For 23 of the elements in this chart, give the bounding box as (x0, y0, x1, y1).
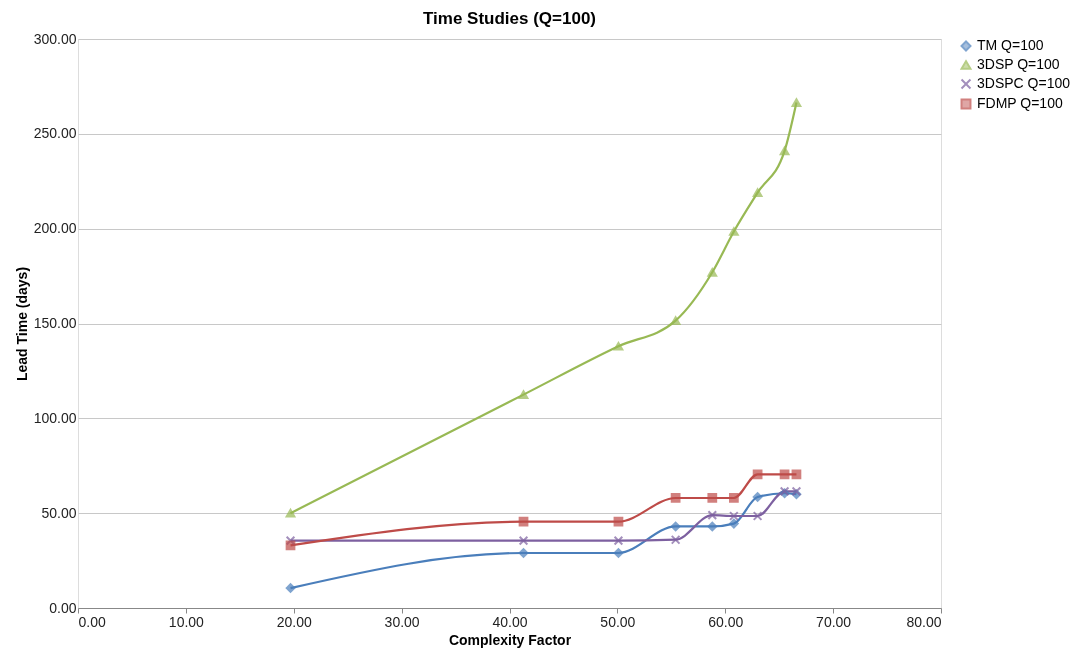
x-tick-label: 10.00 (168, 613, 205, 630)
legend-label: 3DSPC Q=100 (977, 75, 1071, 91)
x-tick-label: 40.00 (492, 613, 528, 630)
x-tick-label: 60.00 (708, 613, 744, 630)
legend-label: 3DSP Q=100 (977, 56, 1060, 72)
legend-label: FDMP Q=100 (977, 95, 1063, 111)
y-tick-label: 50.00 (41, 504, 77, 521)
y-tick-label: 200.00 (33, 220, 77, 237)
x-tick-label: 20.00 (276, 613, 312, 630)
x-axis-title: Complexity Factor (448, 631, 572, 648)
y-axis-title: Lead Time (days) (13, 266, 30, 382)
x-tick-label: 50.00 (600, 613, 636, 630)
y-tick-label: 250.00 (33, 125, 77, 142)
y-tick-label: 0.00 (49, 599, 77, 616)
x-tick-label: 80.00 (906, 613, 942, 630)
legend-label: TM Q=100 (977, 37, 1044, 53)
x-tick-label: 30.00 (384, 613, 420, 630)
y-tick-label: 300.00 (33, 30, 77, 47)
y-tick-label: 100.00 (33, 409, 77, 426)
y-tick-label: 150.00 (33, 315, 77, 331)
chart-title: Time Studies (Q=100) (422, 9, 597, 28)
x-tick-label: 0.00 (78, 613, 106, 630)
x-tick-label: 70.00 (816, 613, 852, 630)
